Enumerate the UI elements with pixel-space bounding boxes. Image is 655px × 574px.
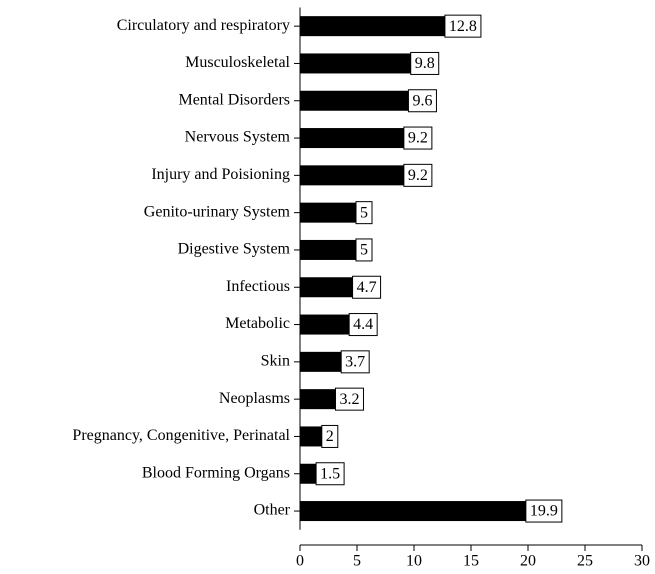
bar bbox=[300, 463, 318, 484]
value-label-box bbox=[410, 51, 440, 75]
value-label-box bbox=[355, 201, 373, 225]
y-tick-label: Nervous System bbox=[185, 129, 291, 146]
value-label: 9.2 bbox=[408, 130, 428, 147]
y-tick-label: Other bbox=[254, 502, 291, 519]
value-label: 3.7 bbox=[345, 354, 365, 371]
value-label: 5 bbox=[360, 242, 368, 259]
value-label: 4.7 bbox=[357, 279, 377, 296]
y-tick-label: Metabolic bbox=[225, 315, 290, 332]
y-tick-label: Injury and Poisioning bbox=[151, 166, 290, 183]
bar bbox=[300, 501, 527, 522]
value-label: 1.5 bbox=[320, 465, 340, 482]
value-label-box bbox=[352, 275, 382, 299]
bar bbox=[300, 128, 405, 149]
y-tick-label: Genito-urinary System bbox=[144, 203, 291, 220]
bar bbox=[300, 389, 337, 410]
y-tick-label: Mental Disorders bbox=[178, 91, 290, 108]
value-label-box bbox=[321, 424, 339, 448]
bar bbox=[300, 202, 357, 223]
y-tick-label: Skin bbox=[261, 353, 290, 370]
value-label: 2 bbox=[326, 428, 334, 445]
value-label-box bbox=[334, 387, 364, 411]
y-tick-label: Circulatory and respiratory bbox=[117, 17, 290, 34]
bar bbox=[300, 277, 354, 298]
y-tick-label: Musculoskeletal bbox=[185, 54, 290, 71]
x-tick-label: 20 bbox=[520, 553, 536, 570]
y-tick-label: Neoplasms bbox=[219, 390, 290, 407]
value-label: 19.9 bbox=[530, 503, 558, 520]
value-label-box bbox=[348, 313, 378, 337]
value-label: 3.2 bbox=[339, 391, 359, 408]
x-tick-label: 5 bbox=[353, 553, 361, 570]
bar bbox=[300, 314, 351, 335]
x-tick-label: 10 bbox=[406, 553, 422, 570]
value-label-box bbox=[403, 163, 433, 187]
value-label-box bbox=[525, 499, 563, 523]
y-tick-label: Digestive System bbox=[178, 241, 291, 258]
value-label-box bbox=[355, 238, 373, 262]
y-tick-label: Infectious bbox=[226, 278, 290, 295]
x-tick-label: 15 bbox=[463, 553, 479, 570]
bar bbox=[300, 426, 323, 447]
value-label-box bbox=[403, 126, 433, 150]
y-tick-label: Blood Forming Organs bbox=[142, 464, 290, 481]
y-tick-label: Pregnancy, Congenitive, Perinatal bbox=[72, 427, 290, 444]
value-label-box bbox=[407, 89, 437, 113]
value-label: 9.6 bbox=[412, 92, 432, 109]
bar bbox=[300, 351, 343, 372]
value-label-box bbox=[444, 14, 482, 38]
value-label: 12.8 bbox=[449, 18, 477, 35]
x-tick-label: 30 bbox=[634, 553, 650, 570]
bar bbox=[300, 53, 412, 74]
bar bbox=[300, 90, 410, 111]
value-label-box bbox=[315, 462, 345, 486]
x-tick-label: 25 bbox=[577, 553, 593, 570]
value-label: 5 bbox=[360, 204, 368, 221]
value-label-box bbox=[340, 350, 370, 374]
x-tick-label: 0 bbox=[296, 553, 304, 570]
value-label: 4.4 bbox=[353, 316, 373, 333]
value-label: 9.8 bbox=[415, 55, 435, 72]
bar bbox=[300, 239, 357, 260]
bar bbox=[300, 16, 446, 37]
bar bbox=[300, 165, 405, 186]
value-label: 9.2 bbox=[408, 167, 428, 184]
